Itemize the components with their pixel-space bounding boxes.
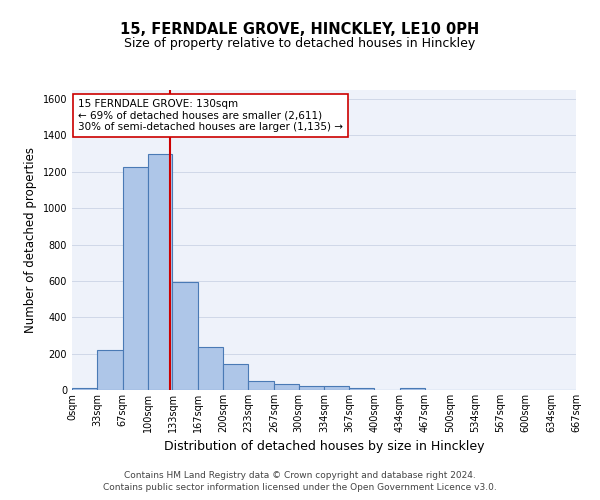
Text: Contains HM Land Registry data © Crown copyright and database right 2024.
Contai: Contains HM Land Registry data © Crown c… [103,471,497,492]
Bar [223,364,248,390]
Bar [97,350,122,390]
Bar [248,381,274,390]
Bar [148,154,172,390]
Text: 15 FERNDALE GROVE: 130sqm
← 69% of detached houses are smaller (2,611)
30% of se: 15 FERNDALE GROVE: 130sqm ← 69% of detac… [78,99,343,132]
Bar [122,168,148,390]
Bar [172,282,198,390]
Y-axis label: Number of detached properties: Number of detached properties [24,147,37,333]
X-axis label: Distribution of detached houses by size in Hinckley: Distribution of detached houses by size … [164,440,484,454]
Bar [299,386,325,390]
Text: Size of property relative to detached houses in Hinckley: Size of property relative to detached ho… [124,38,476,51]
Bar [72,388,97,390]
Text: 15, FERNDALE GROVE, HINCKLEY, LE10 0PH: 15, FERNDALE GROVE, HINCKLEY, LE10 0PH [121,22,479,38]
Bar [325,386,349,390]
Bar [198,347,223,390]
Bar [349,388,374,390]
Bar [274,384,299,390]
Bar [400,388,425,390]
